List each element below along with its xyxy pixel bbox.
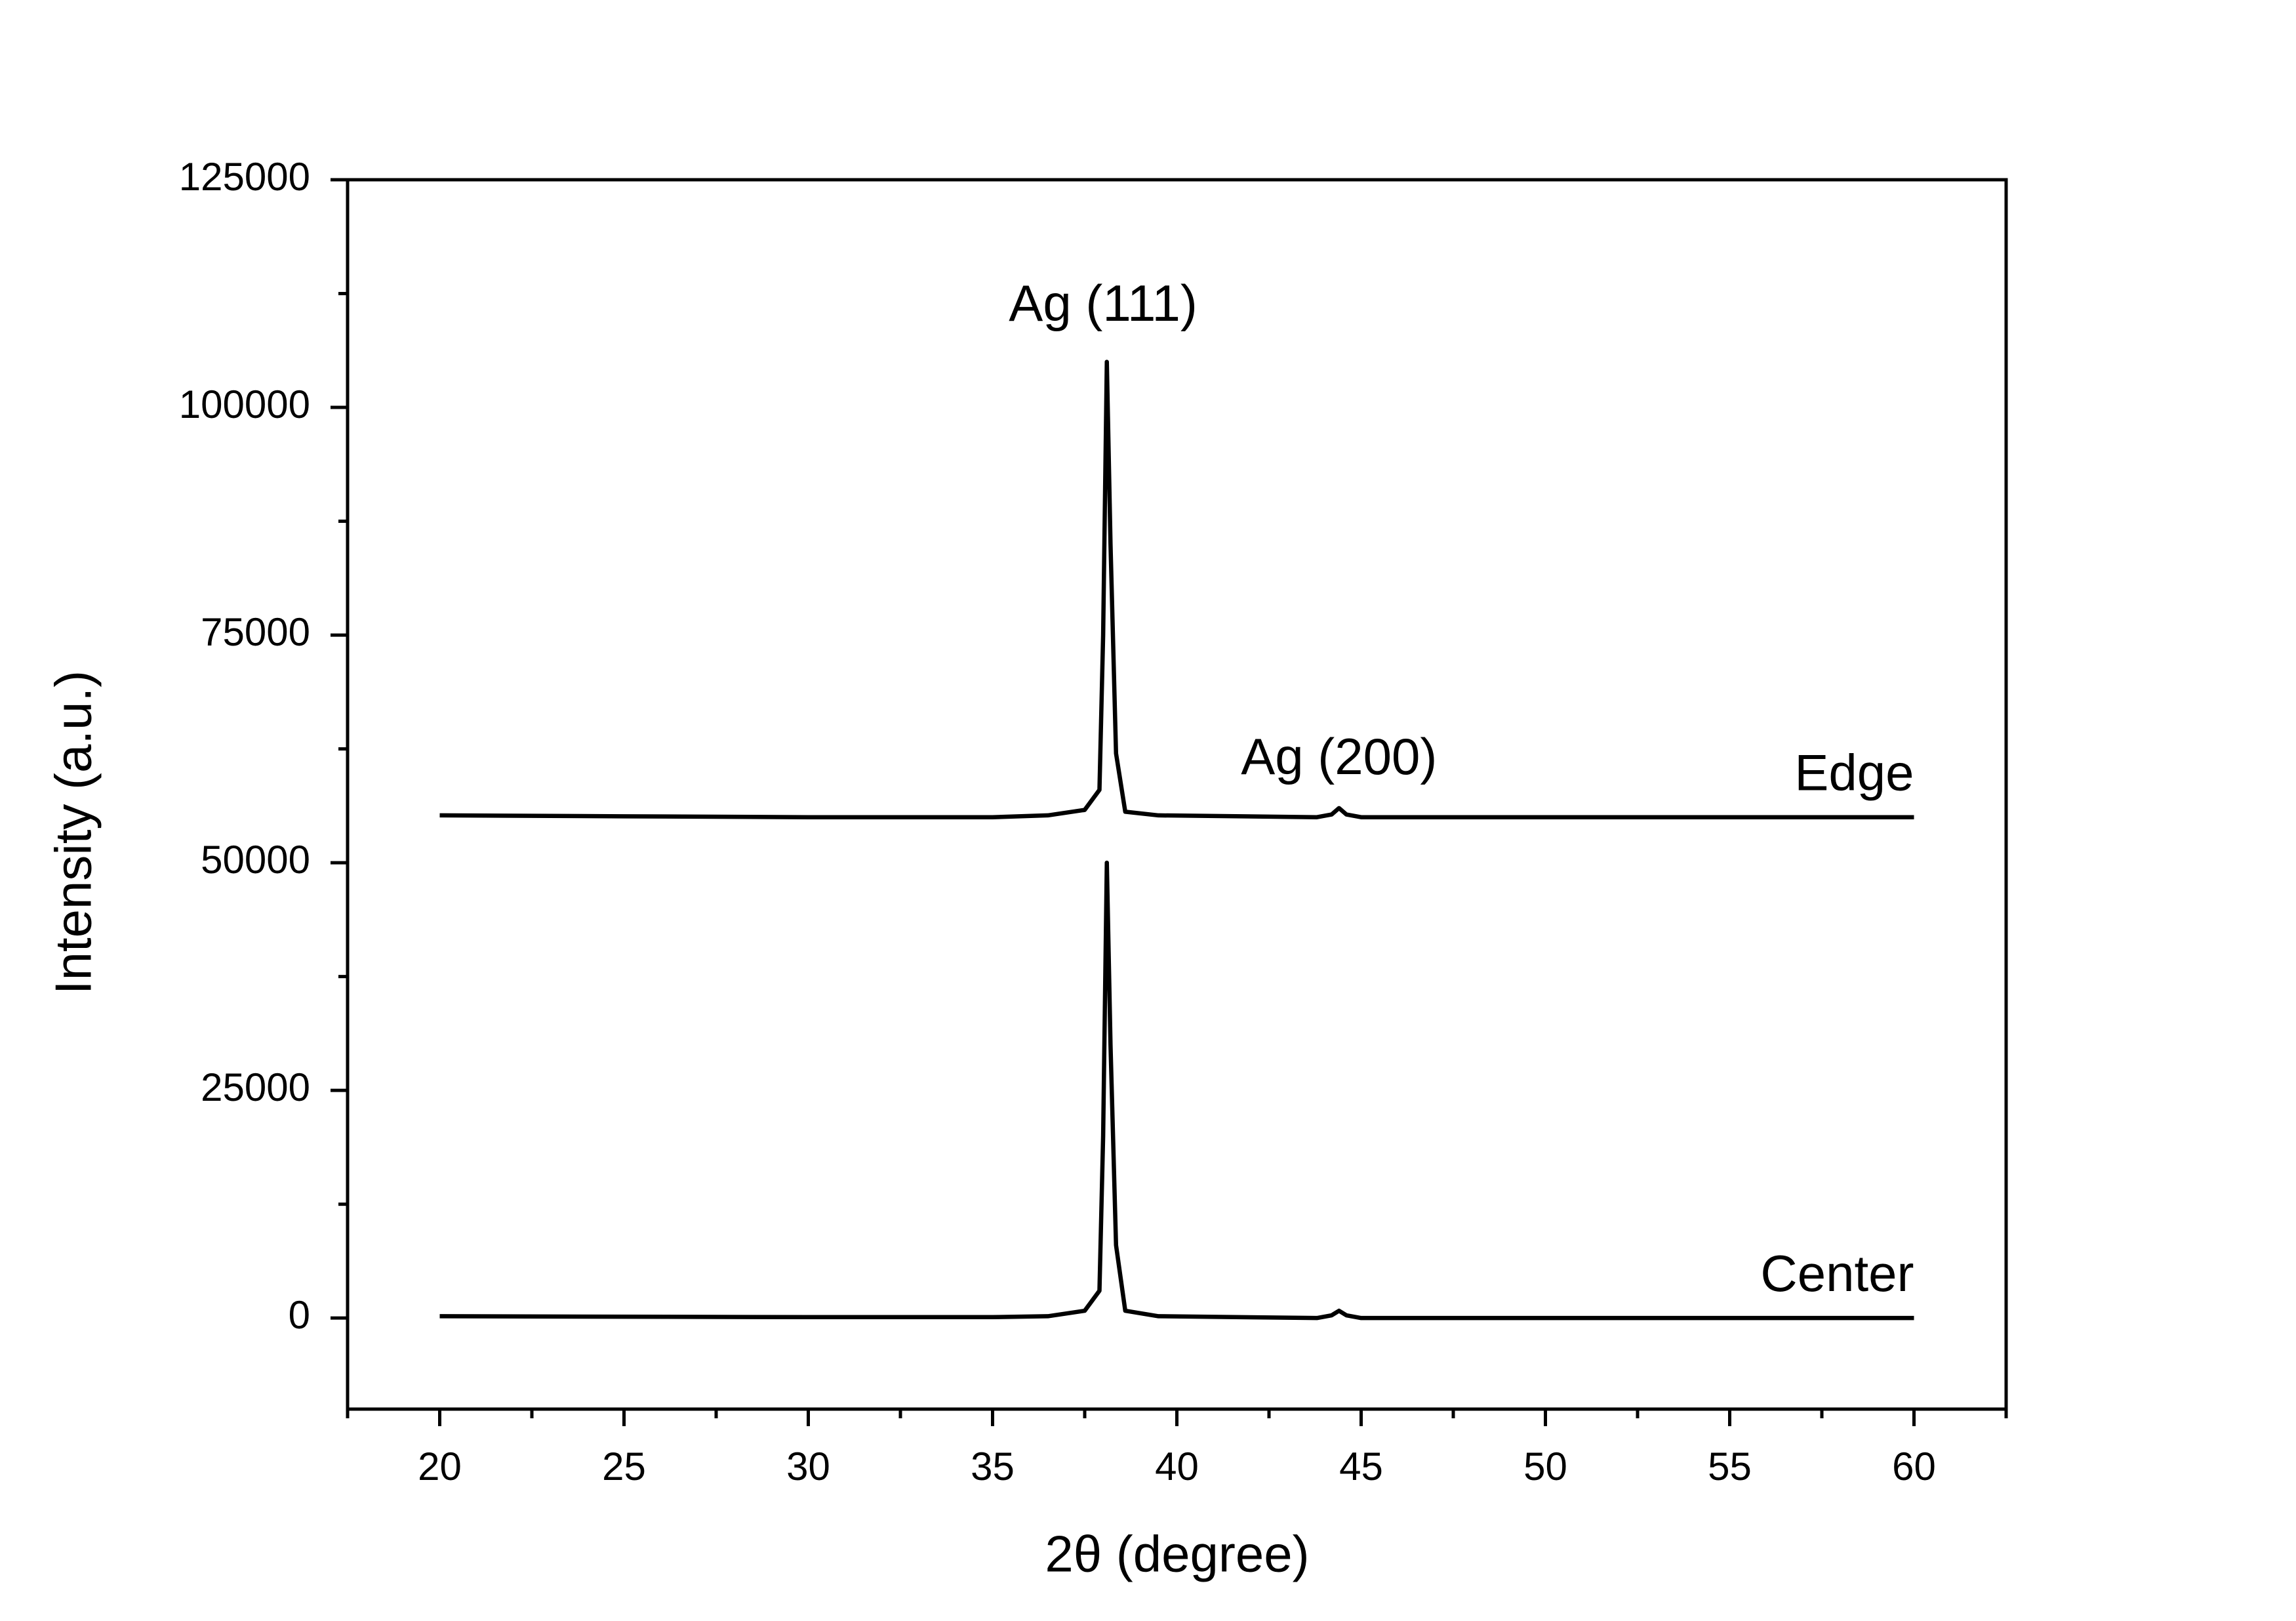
x-axis-title: 2θ (degree) <box>1045 1525 1309 1583</box>
x-tick-label: 30 <box>786 1445 830 1488</box>
x-tick-label: 55 <box>1708 1445 1752 1488</box>
y-tick-label: 100000 <box>179 382 310 426</box>
x-tick-label: 35 <box>971 1445 1015 1488</box>
y-tick-label: 0 <box>289 1293 310 1337</box>
y-axis-title: Intensity (a.u.) <box>45 670 102 995</box>
series-label: Center <box>1760 1244 1914 1302</box>
x-tick-label: 50 <box>1523 1445 1567 1488</box>
annotation: Ag (111) <box>1009 274 1198 332</box>
data-line <box>439 860 1914 1321</box>
x-tick-label: 25 <box>602 1445 646 1488</box>
annotation: Ag (200) <box>1241 728 1437 785</box>
y-tick-label: 125000 <box>179 155 310 199</box>
data-line <box>439 359 1914 819</box>
y-tick-label: 75000 <box>201 610 310 654</box>
x-tick-label: 20 <box>418 1445 462 1488</box>
y-tick-label: 50000 <box>201 838 310 882</box>
series-label: Edge <box>1794 743 1914 801</box>
x-tick-label: 45 <box>1339 1445 1383 1488</box>
x-tick-label: 60 <box>1892 1445 1936 1488</box>
plot-frame <box>346 178 2008 1411</box>
x-tick-label: 40 <box>1155 1445 1199 1488</box>
y-tick-label: 25000 <box>201 1065 310 1109</box>
